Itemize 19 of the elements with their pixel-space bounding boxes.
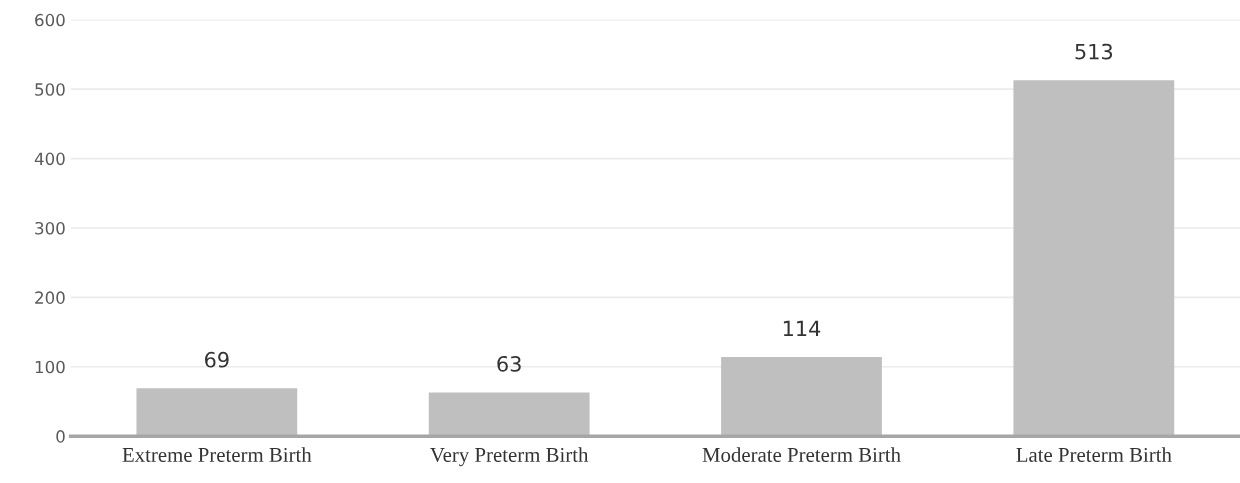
y-tick-label: 300 [35,221,65,235]
bar [136,388,298,437]
bar [1013,80,1175,437]
data-label: 513 [1075,43,1113,60]
x-tick-label: Very Preterm Birth [430,447,589,467]
y-tick-label: 0 [56,430,65,443]
data-label: 63 [497,355,521,372]
y-tick-label: 100 [35,360,65,374]
x-tick-label: Extreme Preterm Birth [122,447,312,462]
bar [428,392,590,437]
y-tick-label: 400 [34,152,65,166]
x-tick-label: Moderate Preterm Birth [702,447,901,462]
y-tick-label: 600 [35,13,65,27]
x-tick-label: Late Preterm Birth [1016,447,1172,462]
bar [721,357,882,437]
data-label: 69 [205,351,229,368]
data-label: 114 [783,320,821,337]
y-tick-label: 200 [35,291,65,304]
y-tick-label: 500 [35,83,65,96]
